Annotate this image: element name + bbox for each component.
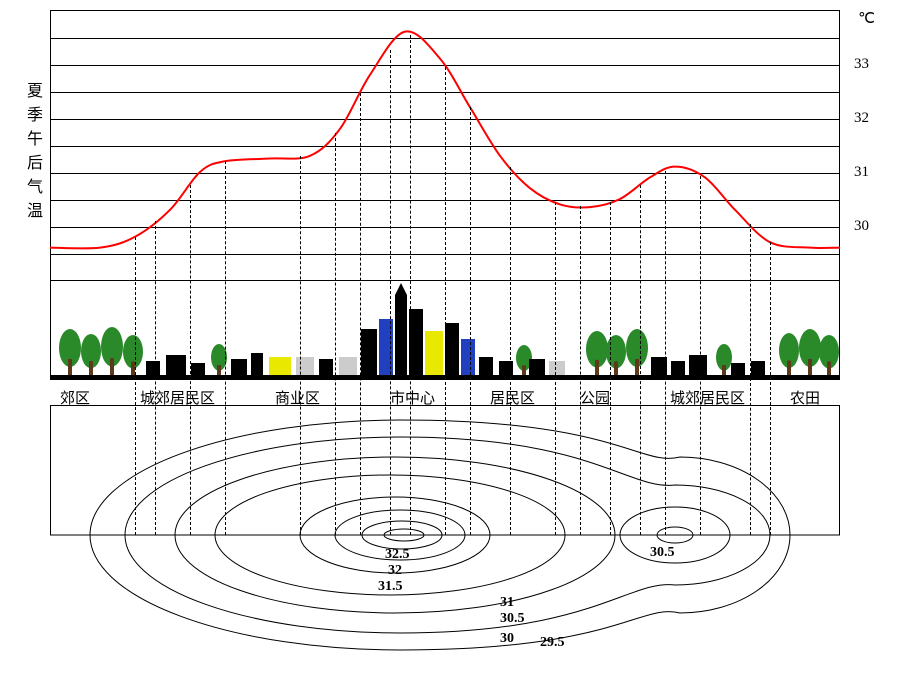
building xyxy=(361,329,377,379)
contour-value-label: 32.5 xyxy=(385,547,410,563)
building xyxy=(461,339,475,379)
lbl-char: 气 xyxy=(26,176,44,200)
tree-icon xyxy=(606,335,626,379)
dashed-guide xyxy=(190,185,191,535)
building xyxy=(395,295,407,379)
tree-icon xyxy=(779,333,799,379)
tree-icon xyxy=(716,344,732,379)
lbl-char: 午 xyxy=(26,128,44,152)
dashed-guide xyxy=(135,237,136,535)
dashed-guide xyxy=(580,206,581,535)
dashed-guide xyxy=(700,176,701,535)
temperature-unit: ℃ xyxy=(858,9,875,28)
y-tick-label: 33 xyxy=(854,56,869,73)
contour-value-label: 30.5 xyxy=(650,545,675,561)
dashed-guide xyxy=(410,35,411,535)
dashed-guide xyxy=(390,50,391,535)
tree-icon xyxy=(59,329,81,379)
dashed-guide xyxy=(155,221,156,535)
dashed-guide xyxy=(665,171,666,535)
dashed-guide xyxy=(335,133,336,535)
dashed-guide xyxy=(510,167,511,535)
tree-icon xyxy=(799,329,821,379)
contour-value-label: 31.5 xyxy=(378,579,403,595)
dashed-guide xyxy=(445,67,446,535)
lbl-char: 温 xyxy=(26,200,44,224)
dashed-guide xyxy=(640,185,641,535)
y-tick-label: 30 xyxy=(854,218,869,235)
lbl-char: 夏 xyxy=(26,80,44,104)
contour-value-label: 30.5 xyxy=(500,611,525,627)
y-axis-left-label: 夏 季 午 后 气 温 xyxy=(26,80,44,224)
tree-icon xyxy=(819,335,839,379)
dashed-guide xyxy=(555,202,556,535)
tree-icon xyxy=(81,334,101,379)
building xyxy=(445,323,459,379)
tree-icon xyxy=(101,327,123,379)
contour-value-label: 32 xyxy=(388,563,402,579)
building xyxy=(425,331,443,379)
contour-value-label: 29.5 xyxy=(540,635,565,651)
lbl-char: 季 xyxy=(26,104,44,128)
y-tick-label: 32 xyxy=(854,110,869,127)
tree-icon xyxy=(626,329,648,379)
lbl-char: 后 xyxy=(26,152,44,176)
contour-value-label: 31 xyxy=(500,595,514,611)
building xyxy=(409,309,423,379)
tree-icon xyxy=(586,331,608,379)
dashed-guide xyxy=(470,107,471,535)
diagram-container: 夏 季 午 后 气 温 ℃ 30313233 郊区城郊居民区商业区市中心居民区公… xyxy=(30,10,890,680)
dashed-guide xyxy=(300,156,301,535)
tree-icon xyxy=(123,335,143,379)
contour-value-label: 30 xyxy=(500,631,514,647)
dashed-guide xyxy=(750,224,751,535)
dashed-guide xyxy=(770,242,771,535)
dashed-guide xyxy=(360,93,361,535)
dashed-guide xyxy=(225,161,226,535)
dashed-guide xyxy=(610,202,611,535)
y-tick-label: 31 xyxy=(854,164,869,181)
gridline xyxy=(51,38,839,39)
